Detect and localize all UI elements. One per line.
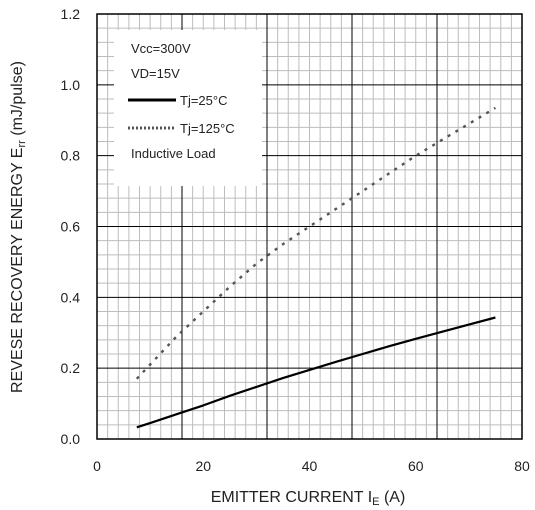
y-tick-label: 0.0 — [61, 431, 81, 447]
y-tick-label: 0.4 — [61, 289, 81, 305]
x-tick-label: 0 — [93, 458, 101, 474]
annotation-vd: VD=15V — [131, 66, 180, 81]
annotation-vcc: Vcc=300V — [131, 41, 191, 56]
legend-label-tj125: Tj=125°C — [180, 121, 235, 136]
y-tick-label: 0.6 — [61, 219, 81, 235]
y-axis-label: REVESE RECOVERY ENERGY Err (mJ/pulse) — [9, 61, 28, 393]
x-tick-label: 20 — [195, 458, 211, 474]
plot-frame — [96, 13, 523, 440]
x-tick-label: 60 — [408, 458, 424, 474]
y-tick-label: 1.2 — [61, 6, 81, 22]
series-line-tj25 — [136, 316, 496, 429]
y-tick-label: 1.0 — [61, 77, 81, 93]
x-axis-label: EMITTER CURRENT IE (A) — [211, 489, 406, 508]
tick-labels: 0 20 40 60 80 0.0 0.2 0.4 0.6 0.8 1.0 1.2 — [61, 6, 530, 474]
plot-area — [135, 106, 497, 429]
legend-box — [114, 30, 262, 186]
y-tick-label: 0.8 — [61, 148, 81, 164]
y-tick-label: 0.2 — [61, 360, 81, 376]
x-tick-label: 80 — [514, 458, 530, 474]
annotation-load: Inductive Load — [131, 146, 216, 161]
x-tick-label: 40 — [302, 458, 318, 474]
legend-label-tj25: Tj=25°C — [180, 93, 227, 108]
series-line-tj125 — [135, 106, 497, 380]
